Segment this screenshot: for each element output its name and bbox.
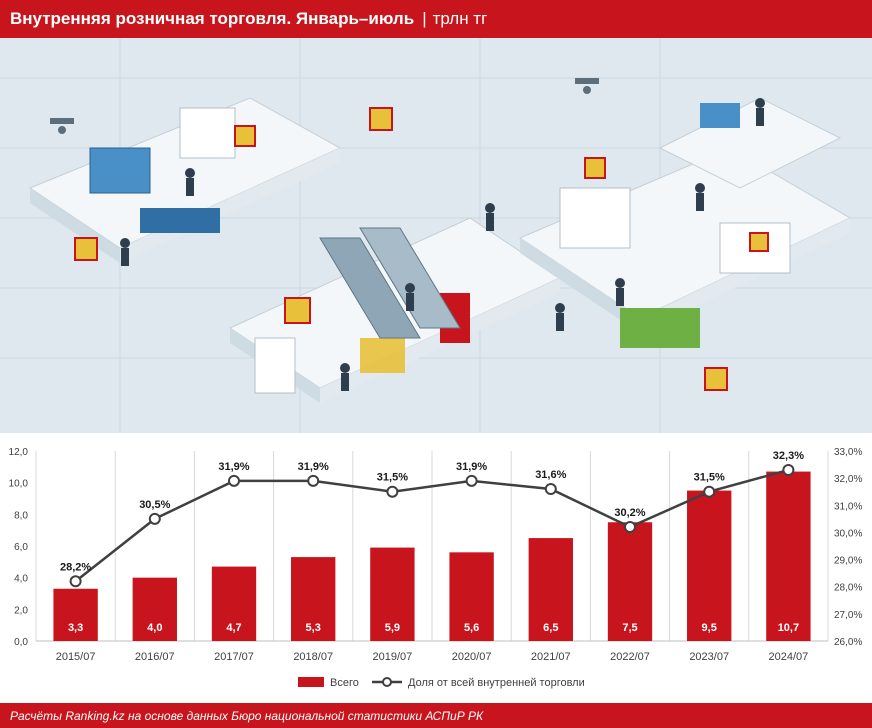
share-point	[703, 485, 716, 498]
y-left-tick-label: 0,0	[14, 637, 28, 648]
bar	[607, 522, 653, 641]
legend-label-bars: Всего	[330, 677, 359, 689]
share-point	[228, 474, 240, 487]
bar	[291, 557, 336, 641]
share-value-label: 30,5%	[139, 499, 170, 511]
bar	[53, 588, 98, 641]
bar-value-label: 4,0	[147, 622, 162, 634]
share-point	[148, 512, 161, 525]
bar-value-label: 5,6	[464, 622, 479, 634]
share-point	[465, 474, 478, 487]
share-value-label: 31,6%	[535, 469, 566, 481]
chart-unit: трлн тг	[432, 9, 488, 28]
legend-swatch-bars	[298, 677, 324, 687]
share-value-label: 31,9%	[218, 461, 249, 473]
bar	[528, 538, 573, 641]
x-tick-label: 2016/07	[135, 651, 175, 663]
y-right-tick-label: 32,0%	[834, 474, 862, 485]
share-value-label: 31,5%	[377, 472, 408, 484]
y-left-tick-label: 12,0	[9, 447, 29, 458]
mall-illustration-graphic	[0, 38, 872, 433]
share-line	[74, 468, 789, 583]
y-right-tick-label: 29,0%	[834, 556, 862, 567]
y-right-tick-label: 31,0%	[834, 501, 862, 512]
shopping-mall-illustration	[0, 38, 872, 433]
chart-title-bar: Внутренняя розничная торговля. Январь–ию…	[0, 0, 872, 38]
bar-value-label: 10,7	[778, 622, 799, 634]
y-right-tick-label: 27,0%	[834, 610, 862, 621]
share-value-label: 31,9%	[456, 461, 487, 473]
bar	[766, 471, 811, 641]
x-tick-label: 2019/07	[373, 651, 413, 663]
bar	[132, 577, 177, 641]
bar-value-label: 5,9	[385, 622, 400, 634]
share-value-label: 32,3%	[773, 450, 804, 462]
bar-value-label: 5,3	[306, 622, 321, 634]
y-right-tick-label: 30,0%	[834, 528, 862, 539]
x-tick-label: 2021/07	[531, 651, 571, 663]
bar-value-label: 4,7	[226, 622, 241, 634]
x-tick-label: 2023/07	[689, 651, 729, 663]
x-tick-label: 2018/07	[293, 651, 333, 663]
source-text: Расчёты Ranking.kz на основе данных Бюро…	[10, 708, 484, 723]
bar-value-label: 6,5	[543, 622, 558, 634]
y-left-tick-label: 4,0	[14, 574, 28, 585]
legend-swatch-marker	[382, 677, 392, 687]
x-tick-label: 2024/07	[769, 651, 809, 663]
x-tick-label: 2015/07	[56, 651, 96, 663]
bar	[449, 552, 494, 641]
bar-value-label: 9,5	[702, 622, 717, 634]
y-left-tick-label: 10,0	[9, 479, 29, 490]
share-value-label: 31,9%	[298, 461, 329, 473]
y-left-tick-label: 8,0	[14, 510, 28, 521]
y-left-tick-label: 2,0	[14, 605, 28, 616]
y-right-tick-label: 33,0%	[834, 447, 862, 458]
y-left-tick-label: 6,0	[14, 542, 28, 553]
source-footer: Расчёты Ranking.kz на основе данных Бюро…	[0, 703, 872, 728]
bar-value-label: 3,3	[68, 622, 83, 634]
bar	[687, 490, 732, 641]
bar	[370, 547, 415, 641]
share-point	[624, 521, 636, 533]
bar-value-label: 7,5	[622, 622, 637, 634]
share-point	[782, 464, 795, 476]
chart-title: Внутренняя розничная торговля. Январь–ию…	[10, 9, 415, 28]
y-right-tick-label: 26,0%	[834, 637, 862, 648]
x-tick-label: 2017/07	[214, 651, 254, 663]
share-point	[307, 474, 320, 487]
x-tick-label: 2020/07	[452, 651, 492, 663]
y-right-tick-label: 28,0%	[834, 583, 862, 594]
title-separator: |	[422, 9, 427, 28]
combo-chart: 0,0 2,0 4,0 6,0 8,0 10,0 12,0 26,0% 27,0% 28,0% 29…	[9, 447, 863, 689]
share-point	[544, 483, 557, 495]
share-point	[69, 575, 82, 588]
legend-label-line: Доля от всей внутренней торговли	[408, 677, 585, 689]
bar	[211, 566, 257, 641]
share-value-label: 28,2%	[60, 561, 91, 573]
share-value-label: 30,2%	[614, 507, 645, 519]
x-tick-label: 2022/07	[610, 651, 650, 663]
chart-container: 0,0 2,0 4,0 6,0 8,0 10,0 12,0 26,0% 27,0% 28,0% 29…	[0, 433, 872, 703]
share-value-label: 31,5%	[694, 472, 725, 484]
share-point	[386, 485, 399, 498]
